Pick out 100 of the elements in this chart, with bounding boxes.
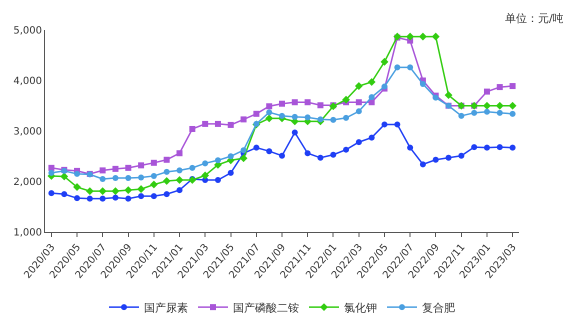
point (189, 126, 196, 132)
point (124, 186, 132, 194)
point (304, 150, 311, 156)
point (150, 160, 157, 166)
point (446, 154, 452, 161)
point (406, 32, 414, 40)
point (74, 195, 80, 202)
point (265, 114, 274, 122)
point (214, 176, 221, 183)
point (394, 64, 400, 70)
point (150, 180, 158, 188)
point (508, 102, 516, 110)
point (356, 139, 362, 146)
point (214, 157, 221, 164)
point (266, 103, 272, 110)
point (343, 146, 350, 153)
point (228, 153, 234, 160)
point (266, 148, 272, 154)
point (356, 99, 362, 106)
point (432, 32, 440, 40)
point (125, 164, 132, 171)
point (125, 196, 132, 202)
point (304, 114, 311, 120)
point (74, 170, 80, 177)
point (330, 152, 336, 158)
point (176, 150, 183, 156)
point (228, 170, 234, 176)
point (496, 110, 503, 116)
point (317, 154, 324, 161)
point (48, 190, 54, 196)
point (342, 96, 350, 104)
point (164, 156, 170, 163)
point (471, 110, 478, 116)
point (228, 122, 234, 128)
point (420, 161, 426, 168)
point (458, 152, 464, 159)
point (419, 32, 427, 40)
point (138, 162, 144, 168)
point (407, 64, 414, 70)
point (112, 166, 118, 172)
point (164, 168, 170, 175)
point (176, 167, 183, 174)
point (279, 152, 285, 159)
point (48, 164, 54, 171)
point (73, 183, 81, 191)
point (125, 174, 132, 181)
legend-label: 复合肥 (422, 301, 455, 314)
point (61, 191, 68, 198)
point (60, 172, 68, 180)
point (496, 144, 503, 150)
point (279, 100, 285, 107)
point (407, 144, 414, 151)
point (279, 112, 285, 119)
point (368, 134, 375, 141)
y-tick-label: 2,000 (13, 177, 42, 188)
point (202, 120, 208, 127)
point (138, 174, 144, 180)
point (112, 187, 120, 195)
point (343, 114, 350, 121)
point (496, 102, 504, 110)
point (368, 94, 375, 100)
point (214, 120, 221, 127)
point (330, 116, 336, 123)
y-tick-label: 5,000 (13, 26, 42, 36)
point (201, 172, 210, 180)
point (496, 84, 503, 90)
point (471, 144, 478, 150)
point (164, 191, 170, 198)
point (292, 114, 298, 120)
point (240, 116, 247, 122)
point (484, 108, 490, 115)
point (484, 144, 490, 151)
point (112, 194, 118, 201)
point (458, 112, 464, 119)
point (510, 144, 516, 151)
y-tick-label: 1,000 (13, 228, 42, 238)
point (189, 164, 196, 171)
point (292, 130, 298, 136)
point (368, 78, 376, 86)
point (253, 110, 260, 117)
point (510, 110, 516, 117)
legend-label: 国产磷酸二铵 (233, 301, 299, 314)
y-tick-label: 3,000 (13, 126, 42, 138)
point (266, 109, 272, 116)
point (86, 187, 94, 195)
point (304, 99, 311, 106)
point (202, 160, 208, 166)
point (176, 187, 183, 194)
text: 单位：元/吨 (505, 12, 564, 25)
point (483, 102, 491, 110)
point (240, 147, 247, 154)
point (432, 156, 439, 163)
y-tick-label: 4,000 (13, 76, 42, 87)
point (138, 193, 144, 200)
point (137, 185, 145, 193)
point (444, 91, 452, 100)
point (112, 174, 118, 181)
point (510, 83, 516, 90)
point (356, 108, 362, 114)
legend-label: 国产尿素 (144, 301, 188, 314)
